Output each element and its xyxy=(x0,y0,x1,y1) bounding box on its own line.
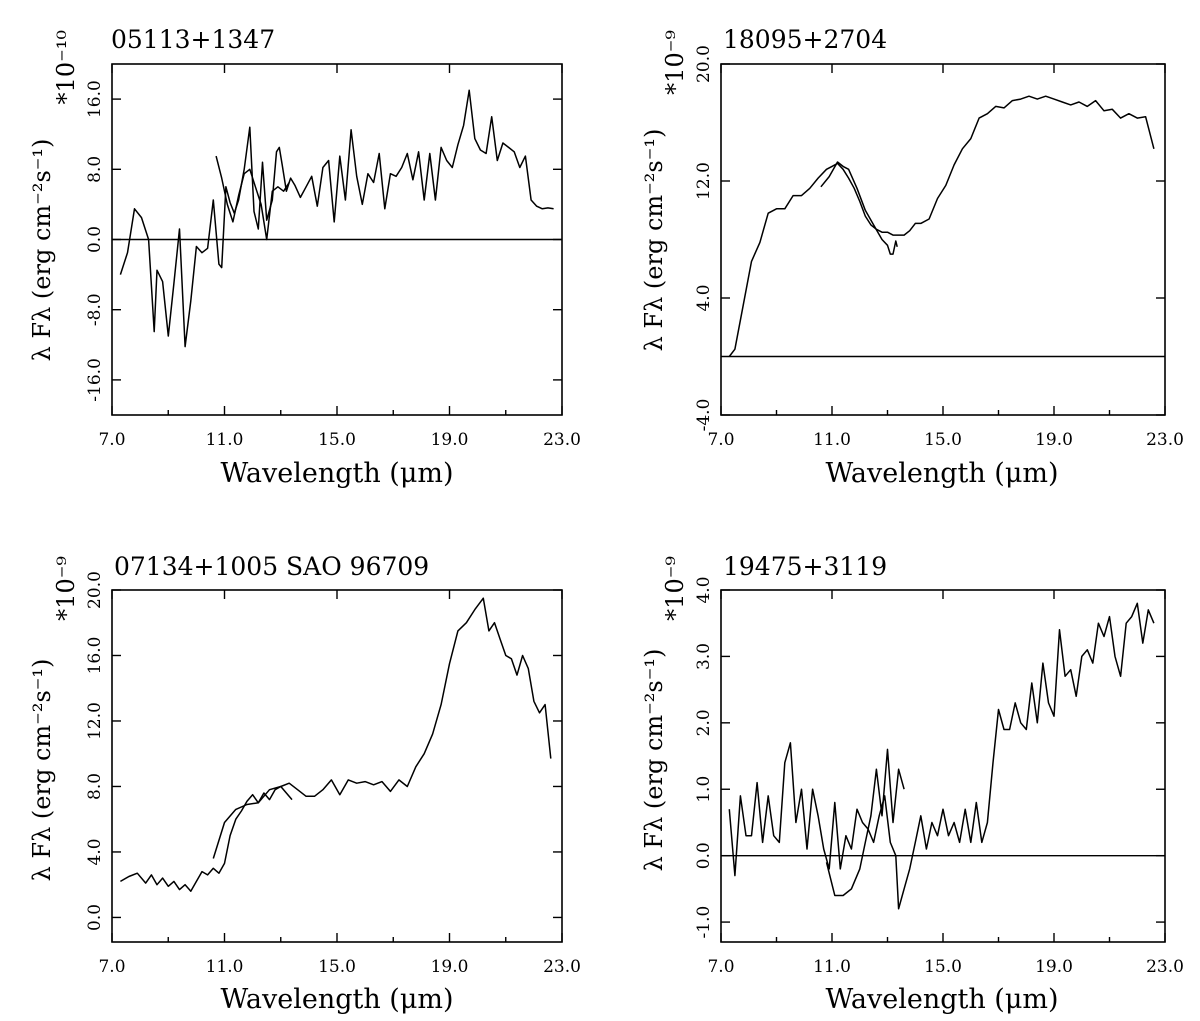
x-tick-label: 19.0 xyxy=(431,957,469,977)
y-tick-label: 8.0 xyxy=(85,773,105,800)
x-tick-label: 7.0 xyxy=(707,430,734,450)
x-tick-label: 7.0 xyxy=(707,957,734,977)
chart-plot-2: 7.0 11.0 15.0 19.0 23.0 -4.0 4.0 12.0 20.0 xyxy=(694,45,1184,450)
x-tick-label: 15.0 xyxy=(924,430,962,450)
x-tick-label: 11.0 xyxy=(813,430,851,450)
chart-plot-3: 7.0 11.0 15.0 19.0 23.0 0.0 4.0 8.0 12.0 16.0 20.0 xyxy=(85,571,581,977)
chart-title-4: 19475+3119 xyxy=(723,552,887,581)
chart-panel-2: 18095+2704 *10⁻⁹ 7.0 11.0 15.0 19.0 23.0 -4.0… xyxy=(640,25,1184,489)
y-tick-label: 4.0 xyxy=(85,838,105,865)
y-tick-label: 3.0 xyxy=(694,643,714,670)
y-axis-label-4: λ Fλ (erg cm⁻²s⁻¹) xyxy=(640,649,668,872)
x-tick-label: 11.0 xyxy=(206,430,244,450)
y-tick-label: -4.0 xyxy=(694,399,714,432)
x-tick-label: 23.0 xyxy=(1146,957,1184,977)
y-tick-label: 0.0 xyxy=(85,904,105,931)
x-tick-label: 15.0 xyxy=(318,430,356,450)
chart-plot-4: 7.0 11.0 15.0 19.0 23.0 -1.0 0.0 1.0 2.0 3.0 4.0 xyxy=(694,576,1184,977)
chart-plot-1: 7.0 11.0 15.0 19.0 23.0 -16.0 -8.0 0.0 8.0 16.0 xyxy=(85,63,581,450)
y-tick-label: -1.0 xyxy=(694,906,714,939)
plot-frame xyxy=(720,63,1166,416)
y-axis-label-1: λ Fλ (erg cm⁻²s⁻¹) xyxy=(28,139,56,362)
series-line-2 xyxy=(212,785,293,859)
y-tick-label: 4.0 xyxy=(694,576,714,603)
y-tick-label: -16.0 xyxy=(85,358,105,402)
chart-title-1: 05113+1347 xyxy=(111,25,275,54)
y-tick-label: 16.0 xyxy=(85,637,105,675)
series-line-1 xyxy=(728,602,1155,910)
x-axis-label-2: Wavelength (μm) xyxy=(825,458,1058,489)
y-tick-label: 16.0 xyxy=(85,80,105,118)
x-axis-label-1: Wavelength (μm) xyxy=(220,458,453,489)
x-axis-label-4: Wavelength (μm) xyxy=(825,984,1058,1015)
x-tick-label: 19.0 xyxy=(1035,430,1073,450)
y-tick-label: 12.0 xyxy=(694,162,714,200)
x-axis-label-3: Wavelength (μm) xyxy=(220,984,453,1015)
chart-panel-4: 19475+3119 *10⁻⁹ 7.0 11.0 15.0 19.0 23.0 -1.0… xyxy=(640,552,1184,1015)
y-tick-label: 2.0 xyxy=(694,709,714,736)
chart-title-2: 18095+2704 xyxy=(723,25,887,54)
chart-scale-1: *10⁻¹⁰ xyxy=(52,30,80,104)
x-tick-label: 11.0 xyxy=(813,957,851,977)
series-line-1 xyxy=(119,89,554,348)
y-tick-label: 4.0 xyxy=(694,284,714,311)
chart-scale-3: *10⁻⁹ xyxy=(52,556,80,621)
x-tick-label: 7.0 xyxy=(98,957,125,977)
series-line-1 xyxy=(728,95,1155,357)
x-tick-label: 11.0 xyxy=(206,957,244,977)
plot-frame xyxy=(720,589,1166,943)
y-tick-label: 0.0 xyxy=(694,842,714,869)
chart-panel-1: 05113+1347 *10⁻¹⁰ 7.0 11.0 15.0 19.0 23.0 -16… xyxy=(28,25,581,489)
y-tick-label: 20.0 xyxy=(85,571,105,609)
chart-scale-4: *10⁻⁹ xyxy=(661,556,689,621)
x-tick-label: 23.0 xyxy=(543,957,581,977)
series-line-1 xyxy=(120,597,552,892)
series-line-2 xyxy=(820,161,898,255)
chart-title-3: 07134+1005 SAO 96709 xyxy=(114,552,429,581)
series-line-2 xyxy=(215,155,290,241)
y-tick-label: 0.0 xyxy=(85,226,105,253)
chart-scale-2: *10⁻⁹ xyxy=(661,30,689,95)
x-tick-label: 23.0 xyxy=(1146,430,1184,450)
y-tick-label: 12.0 xyxy=(85,702,105,740)
y-tick-label: 8.0 xyxy=(85,156,105,183)
x-tick-label: 15.0 xyxy=(318,957,356,977)
x-tick-label: 19.0 xyxy=(431,430,469,450)
y-tick-label: 1.0 xyxy=(694,776,714,803)
y-tick-label: 20.0 xyxy=(694,45,714,83)
y-tick-label: -8.0 xyxy=(85,293,105,326)
x-tick-label: 19.0 xyxy=(1035,957,1073,977)
x-tick-label: 23.0 xyxy=(543,430,581,450)
y-axis-label-2: λ Fλ (erg cm⁻²s⁻¹) xyxy=(640,129,668,352)
x-tick-label: 15.0 xyxy=(924,957,962,977)
y-axis-label-3: λ Fλ (erg cm⁻²s⁻¹) xyxy=(28,659,56,882)
x-tick-label: 7.0 xyxy=(98,430,125,450)
series-line-2 xyxy=(825,748,905,897)
chart-panel-3: 07134+1005 SAO 96709 *10⁻⁹ 7.0 11.0 15.0 19… xyxy=(28,552,581,1015)
